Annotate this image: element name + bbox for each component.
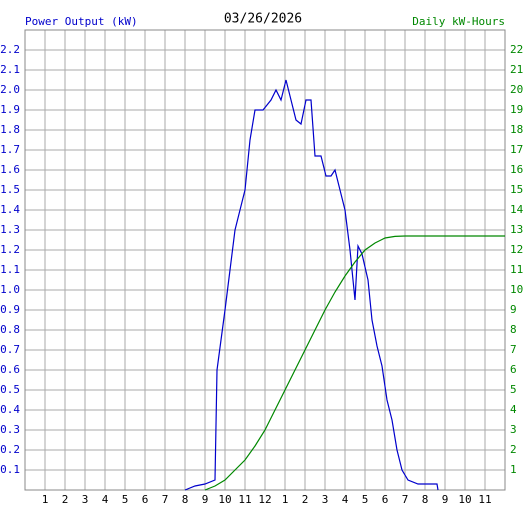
y2-tick-label: 6 [510,363,517,376]
y-tick-label: 2.2 [0,43,20,56]
y2-tick-label: 10 [510,283,523,296]
y-tick-label: 0.9 [0,303,20,316]
y2-tick-label: 9 [510,303,517,316]
y2-axis-label: Daily kW-Hours [412,15,505,28]
y-tick-label: 0.5 [0,383,20,396]
y-tick-label: 1.2 [0,243,20,256]
y2-tick-label: 16 [510,163,523,176]
y2-tick-label: 19 [510,103,523,116]
x-tick-label: 12 [258,493,271,506]
x-tick-label: 5 [362,493,369,506]
y-tick-label: 0.6 [0,363,20,376]
y2-tick-label: 2 [510,443,517,456]
y2-tick-label: 20 [510,83,523,96]
plot-frame [24,29,506,491]
y2-tick-label: 13 [510,223,523,236]
chart-title: 03/26/2026 [224,12,302,27]
y2-tick-label: 22 [510,43,523,56]
y-tick-label: 0.4 [0,403,20,416]
x-tick-label: 7 [402,493,409,506]
x-tick-label: 11 [478,493,491,506]
y2-tick-label: 14 [510,203,524,216]
y-tick-label: 0.2 [0,443,20,456]
y-tick-label: 1.1 [0,263,20,276]
y-tick-label: 2.1 [0,63,20,76]
y2-tick-label: 17 [510,143,523,156]
y-tick-label: 1.3 [0,223,20,236]
y-tick-label: 0.3 [0,423,20,436]
x-tick-label: 7 [162,493,169,506]
y-tick-label: 1.5 [0,183,20,196]
y-tick-label: 1.0 [0,283,20,296]
y2-tick-label: 15 [510,183,523,196]
x-tick-label: 11 [238,493,251,506]
y2-tick-label: 8 [510,323,517,336]
x-tick-label: 4 [102,493,109,506]
line [204,235,505,491]
y2-tick-label: 3 [510,423,517,436]
x-tick-label: 9 [442,493,449,506]
y2-tick-label: 5 [510,383,517,396]
x-tick-label: 3 [322,493,329,506]
line [184,79,439,491]
x-tick-label: 10 [218,493,231,506]
x-tick-label: 1 [282,493,289,506]
x-tick-label: 6 [142,493,149,506]
y-axis-label: Power Output (kW) [25,15,138,28]
x-tick-label: 3 [82,493,89,506]
x-tick-label: 10 [458,493,471,506]
x-tick-label: 6 [382,493,389,506]
y-tick-label: 1.8 [0,123,20,136]
y2-tick-label: 1 [510,463,517,476]
x-tick-label: 5 [122,493,129,506]
x-tick-label: 8 [422,493,429,506]
y2-tick-label: 21 [510,63,523,76]
x-tick-label: 9 [202,493,209,506]
x-tick-label: 8 [182,493,189,506]
x-tick-label: 2 [62,493,69,506]
x-tick-label: 1 [42,493,49,506]
y-tick-label: 2.0 [0,83,20,96]
y2-tick-label: 12 [510,243,523,256]
y-tick-label: 0.1 [0,463,20,476]
y-tick-label: 1.9 [0,103,20,116]
x-tick-label: 4 [342,493,349,506]
y2-tick-label: 18 [510,123,523,136]
y2-tick-label: 11 [510,263,523,276]
y-tick-label: 1.6 [0,163,20,176]
y-tick-label: 1.7 [0,143,20,156]
y-tick-label: 0.8 [0,323,20,336]
y2-tick-label: 7 [510,343,517,356]
y-tick-label: 0.7 [0,343,20,356]
x-tick-label: 2 [302,493,309,506]
y-tick-label: 1.4 [0,203,20,216]
y2-tick-label: 4 [510,403,517,416]
